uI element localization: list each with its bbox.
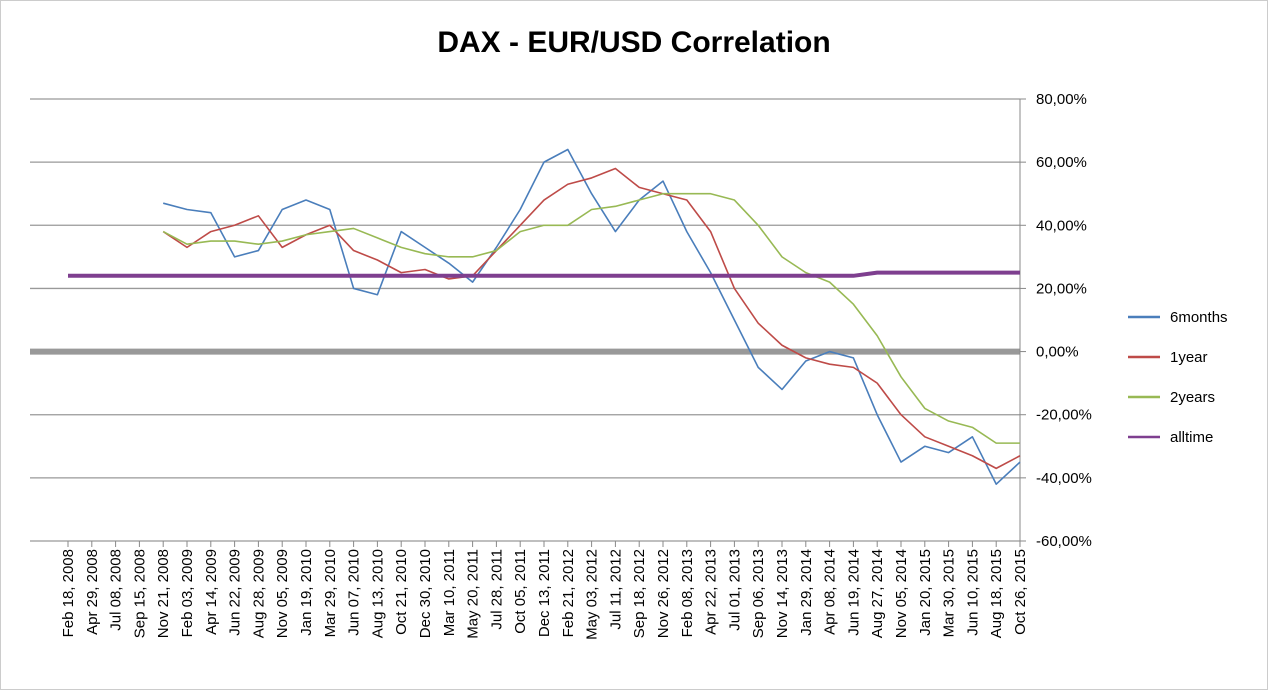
y-tick-label: -60,00%: [1036, 533, 1092, 550]
legend-label: 2years: [1170, 389, 1215, 406]
x-tick-label: Feb 18, 2008: [60, 549, 77, 637]
y-tick-label: 20,00%: [1036, 280, 1087, 297]
x-tick-label: Feb 21, 2012: [560, 549, 577, 637]
x-tick-label: Jan 20, 2015: [917, 549, 934, 636]
x-tick-label: Aug 13, 2010: [369, 549, 386, 638]
x-tick-label: Jul 01, 2013: [726, 549, 743, 631]
x-tick-label: Aug 18, 2015: [988, 549, 1005, 638]
y-tick-label: -40,00%: [1036, 470, 1092, 487]
x-tick-label: Jan 29, 2014: [798, 549, 815, 636]
x-tick-label: Sep 18, 2012: [631, 549, 648, 638]
x-tick-label: Jul 08, 2008: [108, 549, 125, 631]
x-tick-label: Mar 30, 2015: [941, 549, 958, 637]
x-tick-label: Apr 29, 2008: [84, 549, 101, 635]
y-tick-label: 60,00%: [1036, 154, 1087, 171]
x-tick-label: Oct 26, 2015: [1012, 549, 1029, 635]
x-tick-label: May 20, 2011: [465, 549, 482, 639]
x-tick-label: Apr 08, 2014: [822, 549, 839, 635]
x-tick-label: Jul 28, 2011: [488, 549, 505, 630]
y-tick-label: 0,00%: [1036, 344, 1079, 361]
legend-label: 1year: [1170, 349, 1208, 366]
x-tick-label: May 03, 2012: [584, 549, 601, 640]
x-tick-label: Aug 28, 2009: [250, 549, 267, 638]
x-tick-label: Dec 13, 2011: [536, 549, 553, 637]
x-tick-label: Nov 21, 2008: [155, 549, 172, 638]
x-tick-label: Aug 27, 2014: [869, 549, 886, 638]
x-tick-label: Apr 22, 2013: [703, 549, 720, 635]
x-tick-label: Jun 07, 2010: [346, 549, 363, 636]
x-tick-label: Nov 26, 2012: [655, 549, 672, 638]
x-tick-label: Oct 21, 2010: [393, 549, 410, 635]
y-tick-label: 80,00%: [1036, 91, 1087, 108]
x-tick-label: Jun 10, 2015: [964, 549, 981, 636]
x-tick-label: Nov 05, 2014: [893, 549, 910, 638]
legend-label: alltime: [1170, 429, 1213, 446]
x-tick-label: Jun 19, 2014: [845, 549, 862, 636]
x-tick-label: Mar 10, 2011: [441, 549, 458, 636]
x-tick-label: Sep 15, 2008: [131, 549, 148, 638]
x-tick-label: Mar 29, 2010: [322, 549, 339, 637]
x-tick-label: Sep 06, 2013: [750, 549, 767, 638]
x-tick-label: Jun 22, 2009: [227, 549, 244, 636]
legend-label: 6months: [1170, 309, 1228, 326]
x-tick-label: Feb 03, 2009: [179, 549, 196, 637]
x-tick-label: Dec 30, 2010: [417, 549, 434, 638]
y-tick-label: -20,00%: [1036, 407, 1092, 424]
chart-title: DAX - EUR/USD Correlation: [437, 26, 830, 59]
x-tick-label: Feb 08, 2013: [679, 549, 696, 637]
x-tick-label: Nov 05, 2009: [274, 549, 291, 638]
x-tick-label: Jul 11, 2012: [607, 549, 624, 630]
x-tick-label: Jan 19, 2010: [298, 549, 315, 636]
x-tick-label: Apr 14, 2009: [203, 549, 220, 635]
series-line: [162, 148, 1021, 485]
series-line: [162, 192, 1020, 444]
y-tick-label: 40,00%: [1036, 217, 1087, 234]
series-line: [68, 270, 1020, 278]
x-tick-label: Nov 14, 2013: [774, 549, 791, 638]
x-tick-label: Oct 05, 2011: [512, 549, 529, 634]
